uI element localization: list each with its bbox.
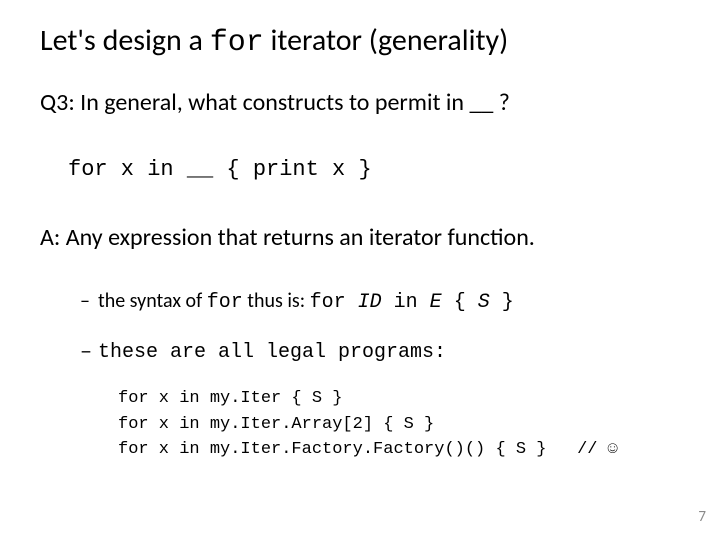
code-example: for x in __ { print x } <box>68 157 680 183</box>
legal-line-3: for x in my.Iter.Factory.Factory()() { S… <box>118 437 680 463</box>
syntax-in: in <box>382 291 430 314</box>
title-prefix: Let's design a <box>40 22 210 59</box>
bullet-syntax: –the syntax of for thus is: for ID in E … <box>80 288 680 316</box>
legal-line-2: for x in my.Iter.Array[2] { S } <box>118 412 680 438</box>
slide-title: Let's design a for iterator (generality) <box>40 24 680 61</box>
syntax-brace-close: } <box>490 291 514 314</box>
syntax-brace-open: { <box>442 291 478 314</box>
syntax-e: E <box>430 291 442 314</box>
legal-programs-list: for x in my.Iter { S } for x in my.Iter.… <box>118 386 680 463</box>
bullet2-dash: – <box>80 340 98 366</box>
slide: Let's design a for iterator (generality)… <box>0 0 720 540</box>
question-line: Q3: In general, what constructs to permi… <box>40 89 680 118</box>
title-mono: for <box>210 26 264 60</box>
bullet-prefix: the syntax of <box>98 289 207 313</box>
bullet2-text: these are all legal programs: <box>98 341 446 364</box>
answer-line: A: Any expression that returns an iterat… <box>40 224 680 253</box>
page-number: 7 <box>698 508 706 526</box>
bullet-mid: thus is: <box>243 289 310 313</box>
syntax-id: ID <box>358 291 382 314</box>
bullet-dash: – <box>80 288 98 314</box>
bullet-mono-for: for <box>207 291 243 314</box>
legal-line-1: for x in my.Iter { S } <box>118 386 680 412</box>
syntax-for: for <box>310 291 358 314</box>
syntax-s: S <box>478 291 490 314</box>
bullet-legal: –these are all legal programs: <box>80 340 680 366</box>
title-suffix: iterator (generality) <box>264 22 509 59</box>
